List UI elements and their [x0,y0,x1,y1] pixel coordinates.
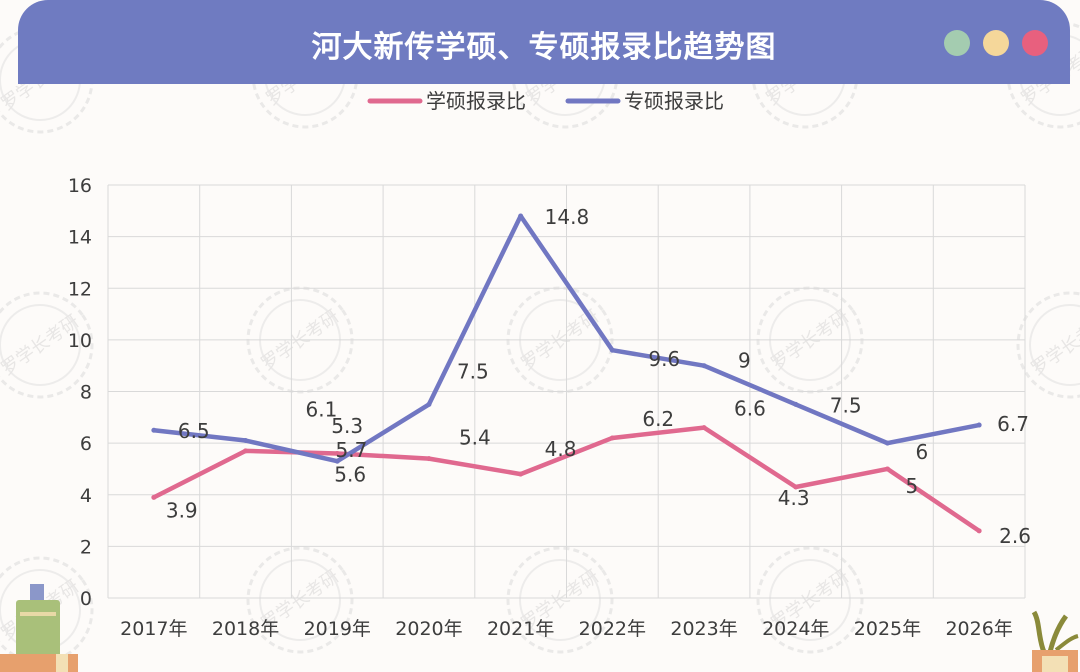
x-tick-label: 2019年 [304,618,371,640]
data-label: 6.6 [734,397,766,421]
data-point [884,466,890,472]
x-tick-label: 2021年 [487,618,554,640]
y-tick-label: 6 [80,433,92,455]
data-point [976,528,982,534]
y-tick-label: 8 [80,382,92,404]
y-tick-label: 10 [68,330,92,352]
data-label: 9 [738,349,751,373]
y-tick-label: 4 [80,485,92,507]
x-tick-label: 2025年 [854,618,921,640]
series-line-zhuanshuo [151,213,982,464]
data-label: 3.9 [166,498,198,522]
data-label: 5.4 [459,426,491,450]
legend-label: 专硕报录比 [624,89,724,113]
y-tick-label: 14 [68,227,92,249]
line-chart: 0 2 4 6 8 10 12 14 16 2017年 2018年 2019年 2020年 2021年 20… [68,89,1031,640]
x-tick-label: 2024年 [762,618,829,640]
y-tick-label: 0 [80,588,92,610]
books-decoration-icon [0,584,78,672]
chart-title: 河大新传学硕、专硕报录比趋势图 [311,30,777,65]
data-point [976,422,982,428]
data-label: 5.3 [331,414,363,438]
yellow-dot-icon [983,30,1009,56]
data-point [151,494,157,500]
data-point [334,458,340,464]
data-point [701,363,707,369]
data-label: 2.6 [999,524,1031,548]
x-tick-label: 2022年 [579,618,646,640]
green-dot-icon [944,30,970,56]
data-point [426,456,432,462]
data-point [151,427,157,433]
data-point [243,438,249,444]
data-label: 6.2 [642,407,674,431]
x-tick-label: 2018年 [212,618,279,640]
x-tick-label: 2017年 [120,618,187,640]
data-point [426,401,432,407]
x-tick-label: 2026年 [945,618,1012,640]
red-dot-icon [1022,30,1048,56]
legend-label: 学硕报录比 [426,89,526,113]
data-point [884,440,890,446]
data-point [518,213,524,219]
data-label: 7.5 [457,359,489,383]
y-tick-label: 12 [68,278,92,300]
data-point [793,484,799,490]
data-label: 6.1 [306,398,338,422]
data-point [518,471,524,477]
data-label: 4.8 [545,437,577,461]
data-point [793,401,799,407]
data-label: 14.8 [545,205,590,229]
data-label: 5.6 [334,462,366,486]
data-point [334,450,340,456]
plant-decoration-icon [1031,610,1079,672]
data-label: 6.7 [997,412,1029,436]
data-label: 6.5 [178,419,210,443]
data-label: 9.6 [648,347,680,371]
data-label: 5 [905,474,918,498]
data-point [701,425,707,431]
x-tick-label: 2023年 [670,618,737,640]
data-point [609,435,615,441]
data-label: 7.5 [830,393,862,417]
y-tick-label: 2 [80,536,92,558]
data-label: 5.7 [336,438,368,462]
x-tick-label: 2020年 [395,618,462,640]
data-label: 4.3 [778,486,810,510]
data-point [243,448,249,454]
data-point [609,347,615,353]
y-tick-label: 16 [68,175,92,197]
title-banner: 河大新传学硕、专硕报录比趋势图 [18,0,1070,84]
data-label: 6 [915,440,928,464]
